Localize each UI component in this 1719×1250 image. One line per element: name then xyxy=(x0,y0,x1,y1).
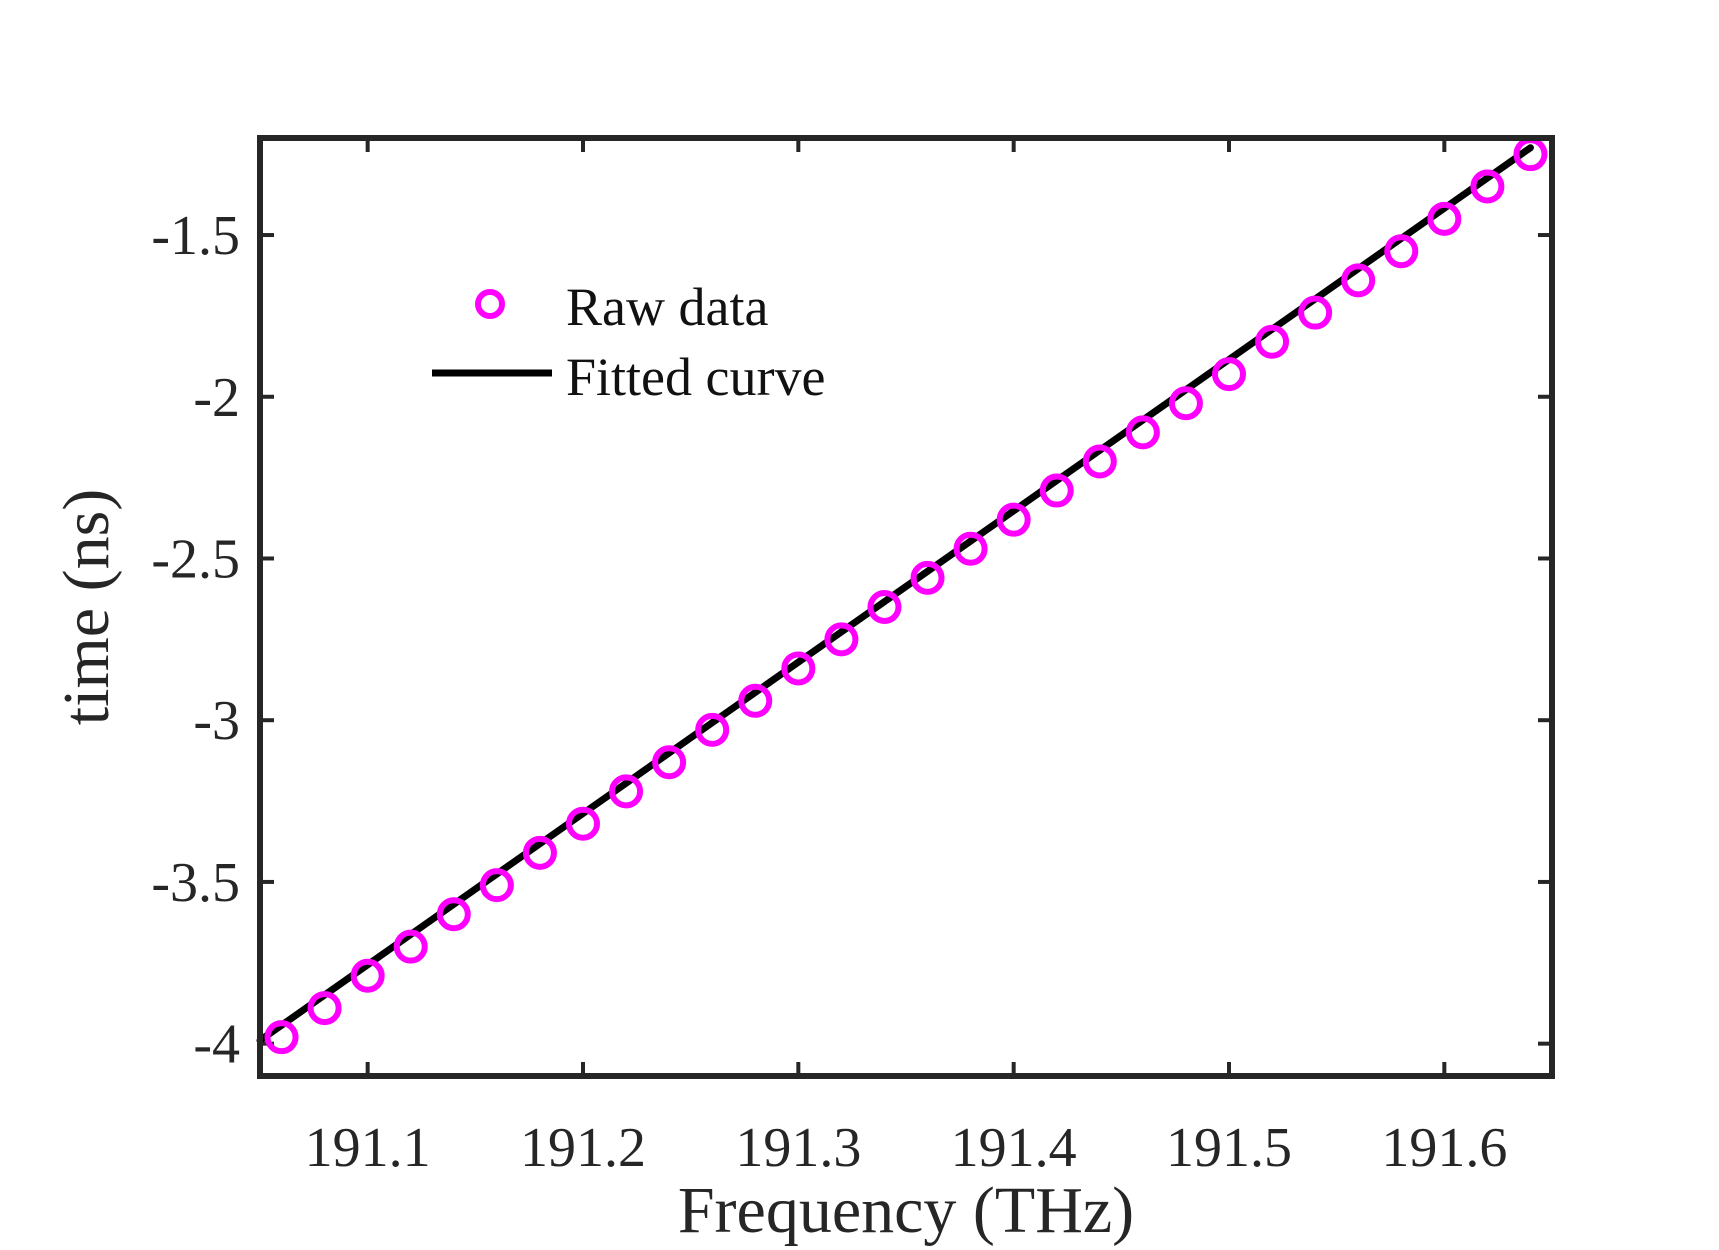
raw-data-point xyxy=(307,991,342,1026)
raw-data-point xyxy=(1341,263,1376,298)
raw-data-point xyxy=(436,897,471,932)
raw-data-point xyxy=(695,712,730,747)
x-tick-label: 191.6 xyxy=(1381,1117,1507,1179)
legend-label-fitted-curve: Fitted curve xyxy=(566,347,825,407)
x-tick-label: 191.4 xyxy=(951,1117,1077,1179)
y-tick-label: -3 xyxy=(193,690,240,752)
raw-data-point xyxy=(609,774,644,809)
y-tick-label: -4 xyxy=(193,1014,240,1076)
raw-data-point xyxy=(781,651,816,686)
raw-data-point xyxy=(824,622,859,657)
raw-data-point xyxy=(867,590,902,624)
x-tick-label: 191.1 xyxy=(305,1117,431,1179)
y-tick-label: -1.5 xyxy=(151,205,240,267)
legend-marker-raw-data xyxy=(475,289,505,319)
y-tick-labels: -4 -3.5 -3 -2.5 -2 -1.5 xyxy=(151,205,240,1076)
raw-data-point xyxy=(1125,415,1160,450)
y-tick-label: -2 xyxy=(193,367,240,429)
raw-data-point xyxy=(1298,295,1333,330)
raw-data-point xyxy=(652,745,687,780)
raw-data-point xyxy=(738,683,773,718)
raw-data-point xyxy=(1427,201,1462,236)
x-tick-label: 191.2 xyxy=(520,1117,646,1179)
raw-data-point xyxy=(1212,357,1246,392)
raw-data-point xyxy=(566,806,600,841)
raw-data-point xyxy=(1039,473,1074,508)
y-tick-label: -2.5 xyxy=(151,528,240,590)
raw-data-point xyxy=(393,929,428,964)
raw-data-point xyxy=(1384,234,1419,269)
x-tick-labels: 191.1 191.2 191.3 191.4 191.5 191.6 xyxy=(305,1117,1508,1179)
raw-data-point xyxy=(1082,444,1117,479)
raw-data-point xyxy=(1168,386,1203,421)
raw-data-point xyxy=(910,560,945,595)
raw-data-point xyxy=(1470,169,1505,204)
x-tick-label: 191.5 xyxy=(1166,1117,1292,1179)
raw-data-point xyxy=(350,958,385,993)
plot-frame xyxy=(257,135,1555,1079)
raw-data-point xyxy=(1255,324,1290,359)
y-tick-label: -3.5 xyxy=(151,852,240,914)
raw-data-point xyxy=(479,868,514,903)
raw-data-point xyxy=(522,835,557,870)
x-tick-label: 191.3 xyxy=(735,1117,861,1179)
raw-data-point xyxy=(953,531,988,566)
legend: Raw data Fitted curve xyxy=(432,277,825,407)
raw-data-layer xyxy=(264,137,1548,1055)
raw-data-point xyxy=(996,502,1031,537)
x-axis-title: Frequency (THz) xyxy=(678,1174,1134,1247)
legend-label-raw-data: Raw data xyxy=(566,277,768,337)
raw-data-point xyxy=(264,1020,299,1055)
y-axis-title: time (ns) xyxy=(50,489,123,725)
